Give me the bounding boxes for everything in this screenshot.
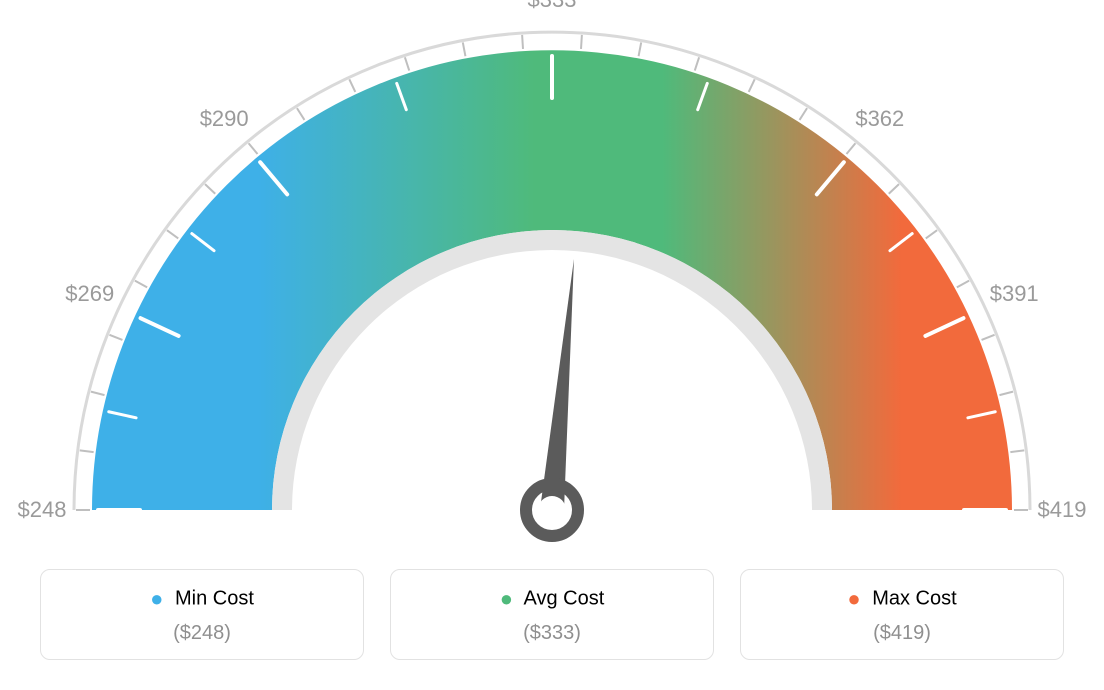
dot-icon-min: ● xyxy=(150,586,163,611)
legend-row: ● Min Cost ($248) ● Avg Cost ($333) ● Ma… xyxy=(40,569,1064,660)
legend-card-max: ● Max Cost ($419) xyxy=(740,569,1064,660)
gauge-tick-label: $333 xyxy=(528,0,577,13)
gauge-tick-label: $269 xyxy=(65,281,114,307)
dot-icon-max: ● xyxy=(847,586,860,611)
legend-title-min: ● Min Cost xyxy=(51,586,353,612)
cost-gauge: $248 $269 $290 $333 $362 $391 $419 xyxy=(0,0,1104,560)
gauge-tick-label: $419 xyxy=(1038,497,1087,523)
legend-title-avg: ● Avg Cost xyxy=(401,586,703,612)
legend-value-max: ($419) xyxy=(751,622,1053,645)
gauge-tick-label: $290 xyxy=(200,106,249,132)
legend-value-min: ($248) xyxy=(51,622,353,645)
gauge-tick-label: $248 xyxy=(18,497,67,523)
dot-icon-avg: ● xyxy=(500,586,513,611)
legend-value-avg: ($333) xyxy=(401,622,703,645)
legend-label-avg: Avg Cost xyxy=(523,587,604,609)
legend-card-avg: ● Avg Cost ($333) xyxy=(390,569,714,660)
legend-label-max: Max Cost xyxy=(872,587,956,609)
gauge-tick-label: $391 xyxy=(990,281,1039,307)
gauge-svg xyxy=(0,0,1104,560)
legend-card-min: ● Min Cost ($248) xyxy=(40,569,364,660)
gauge-tick-label: $362 xyxy=(855,106,904,132)
legend-label-min: Min Cost xyxy=(175,587,254,609)
legend-title-max: ● Max Cost xyxy=(751,586,1053,612)
